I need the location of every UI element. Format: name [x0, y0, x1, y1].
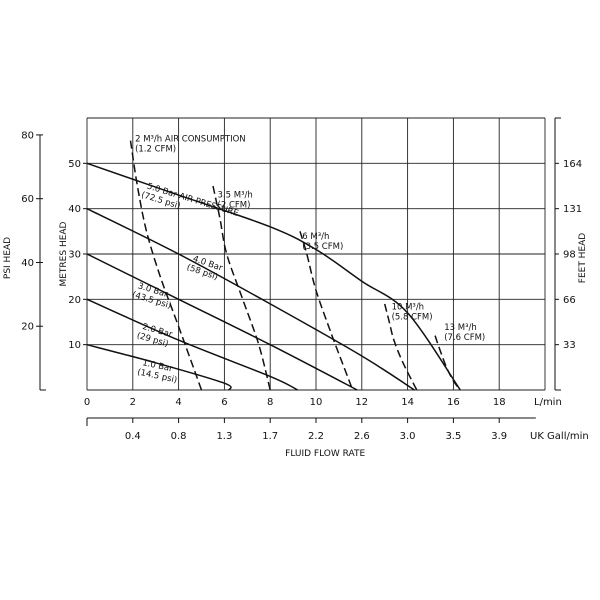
chart-grid [86, 117, 546, 391]
air-curve-name: 13 M³/h [444, 323, 477, 333]
x-tick-label: 18 [493, 397, 506, 408]
pressure-curve-1 [86, 162, 461, 391]
feet-tick-label: 66 [563, 295, 576, 306]
air-curve-3 [299, 231, 354, 391]
pressure-curve-2 [86, 208, 415, 391]
air-curve-cfm: (1.2 CFM) [135, 145, 176, 155]
x-tick-label: 0 [84, 397, 90, 408]
pressure-curve-4 [86, 298, 299, 391]
pressure-curve-3 [86, 253, 358, 391]
psi-axis-title: PSI HEAD [3, 237, 13, 279]
air-curve-2 [212, 185, 271, 391]
air-curve-1 [129, 140, 203, 391]
pressure-curves [86, 162, 461, 391]
y-axis-title: METRES HEAD [59, 221, 69, 286]
gallon-tick-label: 0.4 [125, 431, 141, 442]
gallon-tick-label: 2.6 [354, 431, 370, 442]
air-curve-name: 3.5 M³/h [218, 190, 253, 200]
pressure-curve-5 [86, 343, 232, 391]
y-tick-label: 20 [68, 295, 81, 306]
pressure-label-group: 3.0 Bar(43.5 psi) [131, 281, 173, 311]
x-tick-label: 10 [310, 397, 323, 408]
x-unit-label: L/min [534, 397, 562, 408]
air-curve-4 [383, 303, 418, 391]
x-tick-label: 12 [355, 397, 368, 408]
air-curve-name: 6 M³/h [302, 232, 329, 242]
pressure-label-group: 1.0 Bar(14.5 psi) [136, 358, 178, 385]
air-curve-cfm: (3.5 CFM) [302, 242, 343, 252]
feet-tick-label: 131 [563, 204, 582, 215]
gallon-tick-label: 0.8 [171, 431, 187, 442]
x-tick-label: 2 [130, 397, 136, 408]
gallon-tick-label: 1.3 [216, 431, 232, 442]
air-consumption-curves [129, 140, 461, 391]
gallon-unit-label: UK Gall/min [530, 431, 589, 442]
y-tick-label: 10 [68, 340, 81, 351]
psi-tick-label: 40 [21, 258, 34, 269]
air-curve-5 [434, 335, 461, 391]
x-tick-label: 16 [447, 397, 460, 408]
pressure-label-group: 2.0 Bar(29 psi) [135, 322, 173, 349]
y-tick-label: 30 [68, 250, 81, 261]
x-tick-label: 14 [401, 397, 414, 408]
gallon-tick-label: 3.0 [400, 431, 416, 442]
feet-tick-label: 164 [563, 159, 582, 170]
chart-axes: 10 20 30 40 50 METRES HEAD 0 2 4 6 8 10 12 14 16 18 L/mi… [3, 117, 589, 459]
x-tick-label: 4 [175, 397, 181, 408]
x-tick-label: 6 [221, 397, 227, 408]
air-curve-cfm: (2 CFM) [218, 200, 251, 210]
x-tick-label: 8 [267, 397, 273, 408]
air-curve-name: 2 M³/h AIR CONSUMPTION [135, 135, 246, 145]
x-axis-title: FLUID FLOW RATE [285, 449, 365, 459]
gallon-tick-label: 3.5 [445, 431, 461, 442]
feet-axis-title: FEET HEAD [578, 233, 588, 284]
gallon-tick-label: 2.2 [308, 431, 324, 442]
air-curve-cfm: (7.6 CFM) [444, 333, 485, 343]
psi-tick-label: 20 [21, 322, 34, 333]
psi-tick-label: 60 [21, 194, 34, 205]
air-curve-name: 10 M³/h [392, 302, 425, 312]
gallon-tick-label: 3.9 [491, 431, 507, 442]
y-tick-label: 50 [68, 159, 81, 170]
air-curve-cfm: (5.8 CFM) [392, 312, 433, 322]
feet-tick-label: 33 [563, 340, 576, 351]
y-tick-label: 40 [68, 204, 81, 215]
psi-tick-label: 80 [21, 130, 34, 141]
gallon-tick-label: 1.7 [262, 431, 278, 442]
feet-tick-label: 98 [563, 250, 576, 261]
pressure-label-group: 4.0 Bar(58 psi) [185, 254, 224, 282]
